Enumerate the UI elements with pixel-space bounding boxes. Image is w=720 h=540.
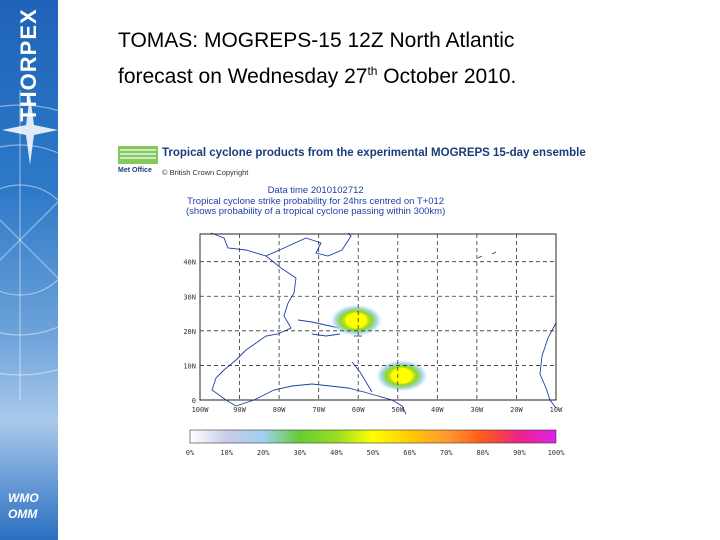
longitude-tick-label: 50W <box>391 406 404 414</box>
ordinal-suffix: th <box>367 64 378 78</box>
colorbar-tick-label: 10% <box>220 449 233 457</box>
latitude-tick-label: 10N <box>183 362 196 370</box>
colorbar-tick-label: 70% <box>440 449 453 457</box>
svg-text:Met Office: Met Office <box>118 167 152 174</box>
figure-note: (shows probability of a tropical cyclone… <box>186 206 446 217</box>
colorbar-tick-label: 90% <box>513 449 526 457</box>
colorbar-tick-label: 50% <box>367 449 380 457</box>
map-frame <box>199 233 557 401</box>
colorbar-tick-label: 20% <box>257 449 270 457</box>
thorpex-logo: THORPEX <box>16 8 41 122</box>
wmo-text: WMO <box>8 491 39 505</box>
strike-probability-core-1 <box>345 312 368 329</box>
wmo-logo: WMO OMM <box>8 490 39 522</box>
strike-probability-core-2 <box>390 367 413 384</box>
coastline-africa <box>477 251 557 409</box>
colorbar-tick-label: 0% <box>186 449 195 457</box>
latitude-tick-label: 30N <box>183 293 196 301</box>
slide-title-line1: TOMAS: MOGREPS-15 12Z North Atlantic <box>118 29 515 52</box>
figure-copyright: © British Crown Copyright <box>162 168 249 177</box>
slide-title: TOMAS: MOGREPS-15 12Z North Atlantic for… <box>118 26 678 92</box>
latitude-tick-label: 0 <box>192 397 196 405</box>
colorbar-tick-label: 100% <box>548 449 566 457</box>
omm-text: OMM <box>8 507 38 521</box>
colorbar-tick-label: 80% <box>476 449 489 457</box>
met-office-logo: Met Office <box>118 146 158 174</box>
figure-description: Tropical cyclone strike probability for … <box>187 195 445 207</box>
colorbar-tick-label: 40% <box>330 449 343 457</box>
colorbar-tick-label: 60% <box>403 449 416 457</box>
probability-map: 100W 90W 80W 70W 60W 50W 40W 30W 20W 10W 40N 30N 20N… <box>183 232 566 457</box>
longitude-tick-label: 100W <box>192 406 210 414</box>
longitude-tick-label: 30W <box>471 406 484 414</box>
slide-title-line2: forecast on Wednesday 27th October 2010. <box>118 64 517 88</box>
longitude-tick-label: 70W <box>312 406 325 414</box>
latitude-tick-label: 20N <box>183 328 196 336</box>
longitude-tick-label: 80W <box>273 406 286 414</box>
longitude-tick-label: 10W <box>550 406 563 414</box>
figure-header: Tropical cyclone products from the exper… <box>162 147 586 159</box>
data-time: Data time 2010102712 <box>267 185 364 196</box>
longitude-tick-label: 20W <box>510 406 523 414</box>
forecast-figure: Met Office Tropical cyclone products fro… <box>116 138 604 468</box>
latitude-tick-label: 40N <box>183 259 196 267</box>
thorpex-banner: THORPEX WMO OMM <box>0 0 58 540</box>
probability-colorbar <box>189 429 557 444</box>
longitude-tick-label: 40W <box>431 406 444 414</box>
coastline-south-america <box>235 361 407 415</box>
figure-metadata: Data time 2010102712 Tropical cyclone st… <box>186 185 446 218</box>
colorbar-tick-label: 30% <box>293 449 306 457</box>
globe-graphic-icon <box>0 90 58 400</box>
longitude-tick-label: 90W <box>233 406 246 414</box>
longitude-tick-label: 60W <box>352 406 365 414</box>
